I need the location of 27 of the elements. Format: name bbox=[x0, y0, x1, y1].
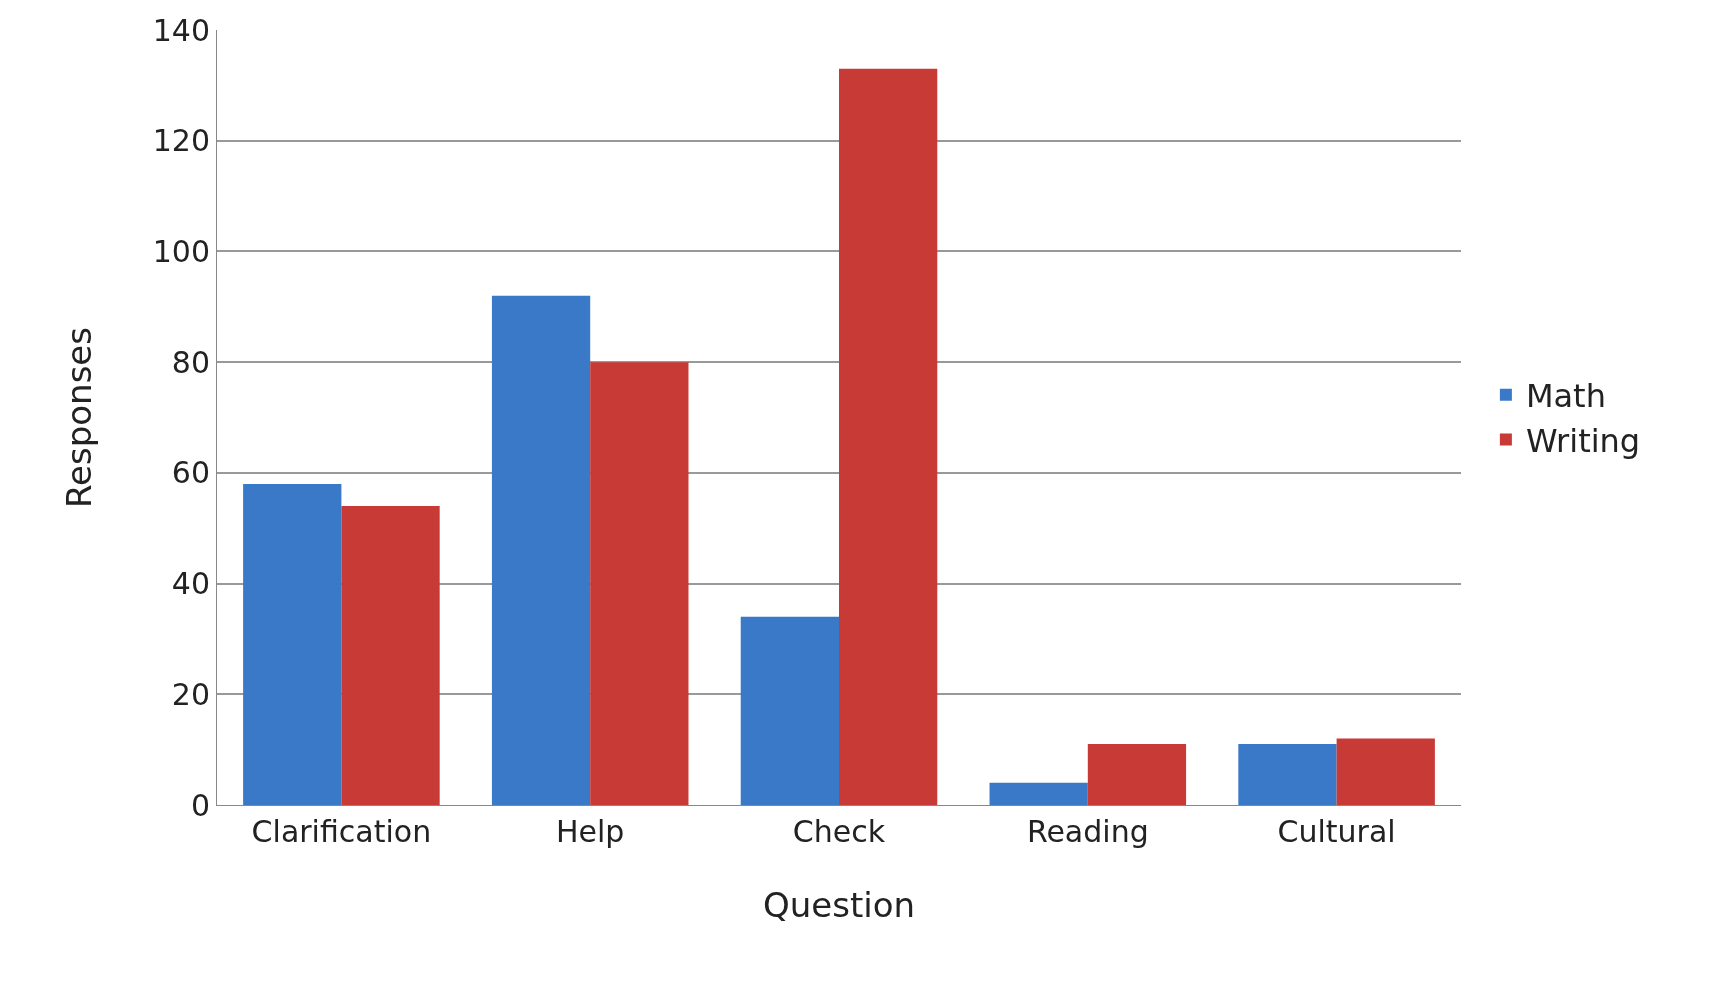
y-tick-label: 140 bbox=[152, 12, 210, 48]
bar bbox=[1238, 744, 1337, 805]
y-axis-title: Responses bbox=[59, 326, 100, 509]
x-tick-label: Cultural bbox=[1277, 814, 1396, 849]
y-tick-label: 0 bbox=[190, 787, 210, 823]
y-tick-label: 80 bbox=[171, 344, 210, 380]
y-tick-label: 120 bbox=[152, 123, 210, 159]
bar bbox=[989, 782, 1088, 805]
y-tick-label: 20 bbox=[171, 676, 210, 712]
bar bbox=[1087, 744, 1187, 805]
x-tick-label: Check bbox=[792, 814, 886, 849]
bar bbox=[243, 483, 342, 805]
x-tick-label: Help bbox=[556, 814, 625, 849]
x-tick-label: Reading bbox=[1026, 814, 1149, 849]
x-tick-label: Clarification bbox=[251, 814, 432, 849]
y-tick-label: 40 bbox=[171, 566, 210, 602]
y-tick-label: 100 bbox=[152, 233, 210, 269]
y-tick-label: 60 bbox=[171, 455, 210, 491]
x-axis-title: Question bbox=[762, 885, 916, 926]
legend-label: Writing bbox=[1525, 421, 1641, 460]
bar bbox=[590, 362, 689, 805]
legend-label: Math bbox=[1525, 377, 1606, 416]
bar bbox=[491, 295, 591, 805]
bar bbox=[740, 616, 839, 805]
bar bbox=[1336, 738, 1435, 805]
bar bbox=[341, 506, 440, 805]
bar bbox=[839, 68, 938, 805]
